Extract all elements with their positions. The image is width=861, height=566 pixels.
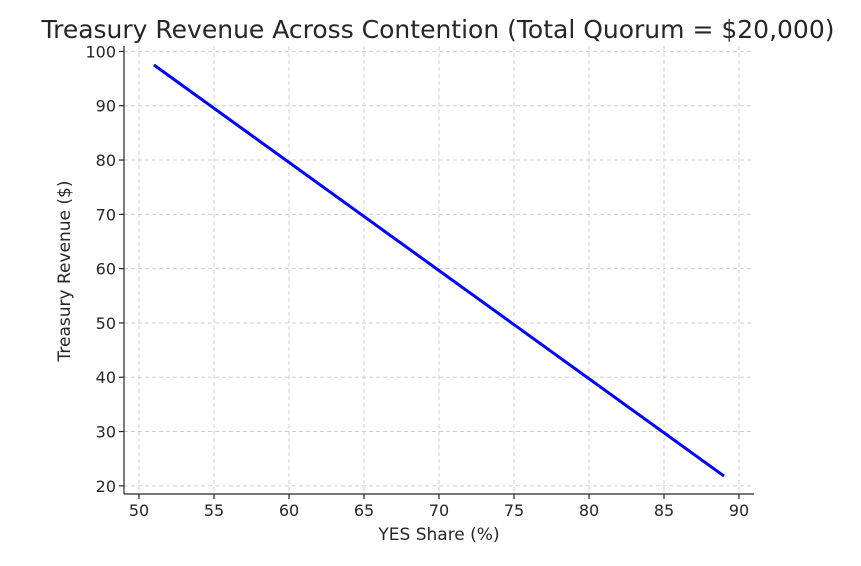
x-tick-label: 85: [654, 501, 674, 520]
y-axis-label: Treasury Revenue ($): [55, 181, 75, 363]
x-tick-label: 55: [204, 501, 224, 520]
y-tick-label: 100: [85, 42, 116, 61]
x-tick-label: 65: [354, 501, 374, 520]
series-layer: [153, 63, 725, 478]
x-tick-label: 75: [504, 501, 524, 520]
y-tick-label: 80: [96, 151, 116, 170]
tick-labels: 50 55 60 65 70 75 80 85 90 20 30 40 50 60 70 80 90 100: [85, 42, 749, 520]
y-tick-label: 60: [96, 260, 116, 279]
x-tick-label: 50: [129, 501, 149, 520]
x-tick-label: 90: [729, 501, 749, 520]
y-tick-label: 50: [96, 314, 116, 333]
x-tick-label: 80: [579, 501, 599, 520]
x-tick-label: 60: [279, 501, 299, 520]
y-tick-label: 20: [96, 477, 116, 496]
x-axis-label: YES Share (%): [377, 525, 499, 545]
y-tick-label: 90: [96, 97, 116, 116]
axes: [119, 46, 754, 499]
y-tick-label: 30: [96, 423, 116, 442]
grid: [124, 46, 754, 494]
x-tick-label: 70: [429, 501, 449, 520]
chart-title: Treasury Revenue Across Contention (Tota…: [41, 15, 835, 44]
y-tick-label: 70: [96, 205, 116, 224]
series-line: [153, 63, 725, 478]
y-tick-label: 40: [96, 368, 116, 387]
